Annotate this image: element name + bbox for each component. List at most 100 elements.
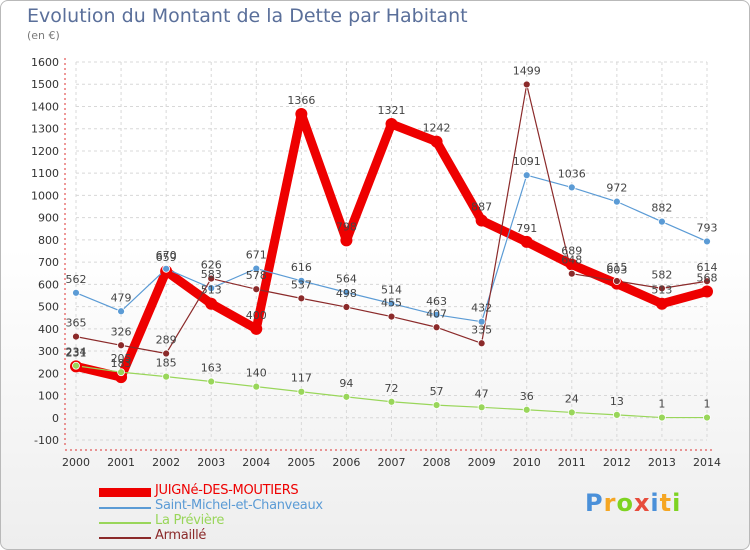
data-label: 140	[246, 367, 267, 380]
data-point	[658, 284, 666, 293]
data-label: 407	[426, 307, 447, 320]
data-label: 13	[610, 395, 624, 408]
legend-swatch	[99, 488, 151, 497]
data-label: 887	[471, 201, 492, 214]
data-point	[205, 297, 218, 310]
data-point	[72, 332, 80, 341]
data-label: 498	[336, 287, 357, 300]
logo-letter: t	[659, 489, 673, 517]
data-label: 648	[561, 254, 582, 267]
y-tick-label: 1000	[31, 189, 59, 202]
data-point	[297, 276, 306, 285]
y-tick-label: 1100	[31, 167, 59, 180]
data-point	[655, 297, 668, 310]
data-label: 117	[291, 372, 312, 385]
data-point	[703, 277, 711, 286]
data-point	[387, 312, 396, 321]
data-point	[432, 310, 441, 319]
x-tick-label: 2014	[693, 456, 721, 469]
data-label: 1321	[378, 104, 406, 117]
data-label: 72	[385, 382, 399, 395]
y-tick-label: 1300	[31, 123, 59, 136]
data-point	[477, 339, 486, 348]
data-point	[612, 410, 621, 419]
y-tick-label: 0	[52, 412, 59, 425]
data-label: 972	[606, 182, 627, 195]
data-label: 185	[156, 357, 177, 370]
y-tick-label: -100	[34, 434, 59, 447]
data-label: 1	[658, 398, 665, 411]
data-point	[475, 214, 488, 227]
logo-letter: i	[650, 489, 660, 517]
data-label: 335	[471, 323, 492, 336]
data-point	[342, 303, 351, 311]
data-point	[295, 108, 308, 121]
data-point	[72, 361, 80, 370]
data-point	[612, 197, 621, 206]
data-point	[297, 387, 306, 396]
y-tick-label: 100	[38, 390, 59, 403]
y-tick-label: 500	[38, 301, 59, 314]
data-point	[658, 217, 666, 226]
data-label: 1366	[287, 94, 315, 107]
data-label: 1499	[513, 64, 541, 77]
data-label: 562	[66, 273, 87, 286]
data-label: 1091	[513, 155, 541, 168]
data-label: 582	[651, 268, 672, 281]
data-label: 432	[471, 302, 492, 315]
logo-letter: o	[616, 489, 634, 517]
data-label: 615	[606, 261, 627, 274]
data-label: 57	[430, 385, 444, 398]
data-label: 1242	[423, 122, 451, 135]
data-point	[703, 237, 711, 246]
x-tick-label: 2008	[423, 456, 451, 469]
y-tick-label: 300	[38, 345, 59, 358]
data-point	[117, 368, 125, 377]
data-label: 537	[291, 278, 312, 291]
data-label: 514	[381, 283, 402, 296]
legend-label: La Prévière	[155, 513, 225, 528]
data-label: 614	[697, 261, 718, 274]
data-label: 289	[156, 334, 177, 347]
data-point	[117, 341, 125, 350]
y-tick-label: 1500	[31, 78, 59, 91]
data-point	[477, 403, 486, 412]
data-label: 231	[66, 346, 87, 359]
data-label: 659	[156, 251, 177, 264]
data-point	[432, 401, 441, 409]
data-point	[207, 274, 216, 283]
data-label: 1	[704, 398, 711, 411]
y-tick-label: 800	[38, 234, 59, 247]
data-label: 24	[565, 392, 579, 405]
logo-letter: x	[633, 489, 651, 517]
data-label: 564	[336, 272, 357, 285]
y-tick-label: 600	[38, 278, 59, 291]
data-point	[430, 135, 443, 148]
data-point	[162, 349, 171, 358]
data-point	[387, 397, 396, 406]
data-label: 326	[111, 325, 132, 338]
logo-letter: P	[585, 489, 604, 517]
data-label: 882	[651, 202, 672, 215]
x-tick-label: 2007	[378, 456, 406, 469]
y-tick-label: 1600	[31, 56, 59, 69]
data-point	[522, 405, 531, 414]
data-label: 791	[516, 222, 537, 235]
data-label: 234	[66, 346, 87, 359]
data-point	[72, 288, 80, 297]
x-tick-label: 2005	[287, 456, 315, 469]
data-label: 400	[246, 309, 267, 322]
data-point	[612, 277, 621, 285]
data-point	[207, 284, 216, 293]
x-tick-label: 2009	[468, 456, 496, 469]
x-tick-label: 2006	[332, 456, 360, 469]
data-label: 603	[606, 264, 627, 277]
data-point	[520, 235, 533, 248]
data-label: 455	[381, 297, 402, 310]
y-tick-label: 1200	[31, 145, 59, 158]
data-label: 183	[111, 357, 132, 370]
y-tick-label: 1400	[31, 100, 59, 113]
chart-unit: (en €)	[27, 29, 60, 42]
data-point	[522, 80, 531, 89]
